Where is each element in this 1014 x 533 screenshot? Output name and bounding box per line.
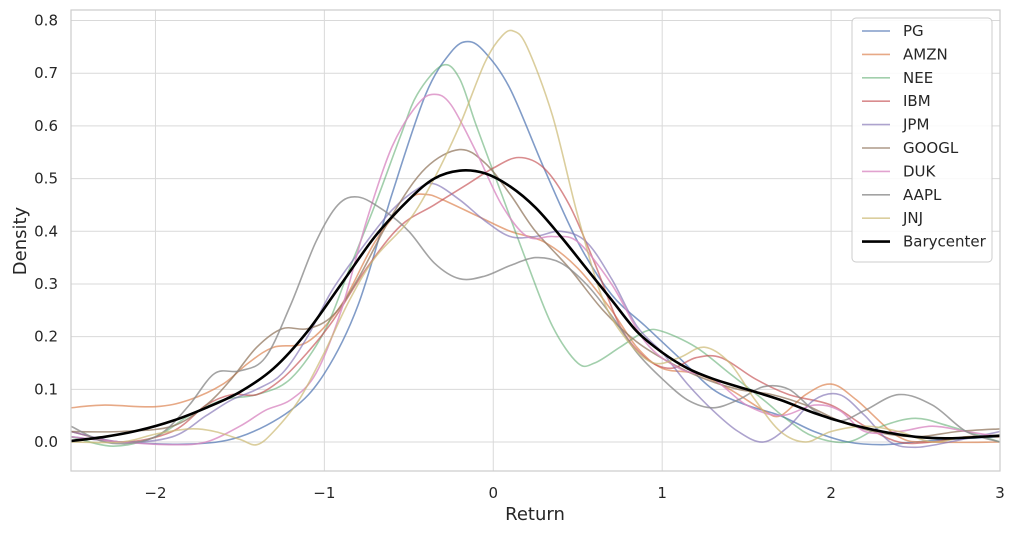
y-axis-label: Density (10, 206, 31, 275)
legend-label-nee: NEE (903, 69, 933, 87)
legend-label-barycenter: Barycenter (903, 233, 987, 251)
series-line-ibm (71, 156, 1000, 445)
series-line-nee (71, 63, 1000, 447)
legend-label-pg: PG (903, 22, 924, 40)
x-tick-label: −1 (313, 484, 335, 502)
series-line-barycenter (71, 169, 1000, 443)
legend-label-jpm: JPM (902, 116, 929, 134)
series-layer (71, 29, 1000, 449)
x-tick-label: 3 (995, 484, 1005, 502)
y-tick-label: 0.8 (34, 12, 58, 30)
series-line-duk (71, 93, 1000, 446)
y-tick-label: 0.6 (34, 117, 58, 135)
series-line-jnj (71, 29, 1000, 446)
x-tick-label: 1 (657, 484, 667, 502)
legend-box (851, 17, 993, 263)
legend-label-duk: DUK (903, 162, 937, 180)
x-axis-label: Return (505, 504, 565, 525)
plot-frame (70, 9, 1001, 472)
series-line-aapl (71, 196, 1000, 445)
legend-label-amzn: AMZN (903, 45, 948, 63)
y-tick-label: 0.1 (34, 380, 58, 398)
x-tick-label: 0 (488, 484, 498, 502)
legend-label-aapl: AAPL (903, 186, 942, 204)
tick-labels: −2 −1 0 1 2 3 0.0 0.1 0.2 0.3 0.4 0.5 0.6 0.7 0.8 (34, 12, 1005, 502)
y-tick-label: 0.2 (34, 328, 58, 346)
y-tick-label: 0.5 (34, 170, 58, 188)
legend: PG AMZN NEE IBM JPM GOOGL DUK AAPL JNJ Barycenter (851, 17, 993, 263)
y-tick-label: 0.4 (34, 222, 58, 240)
x-tick-label: 2 (826, 484, 836, 502)
series-line-jpm (71, 182, 1000, 449)
legend-label-googl: GOOGL (903, 139, 959, 157)
legend-label-ibm: IBM (903, 92, 931, 110)
y-tick-label: 0.0 (34, 433, 58, 451)
plot-background (71, 10, 1000, 471)
y-tick-label: 0.3 (34, 275, 58, 293)
x-tick-label: −2 (144, 484, 166, 502)
legend-label-jnj: JNJ (902, 209, 923, 227)
series-line-googl (71, 148, 1000, 438)
series-line-pg (71, 40, 1000, 446)
y-tick-label: 0.7 (34, 64, 58, 82)
